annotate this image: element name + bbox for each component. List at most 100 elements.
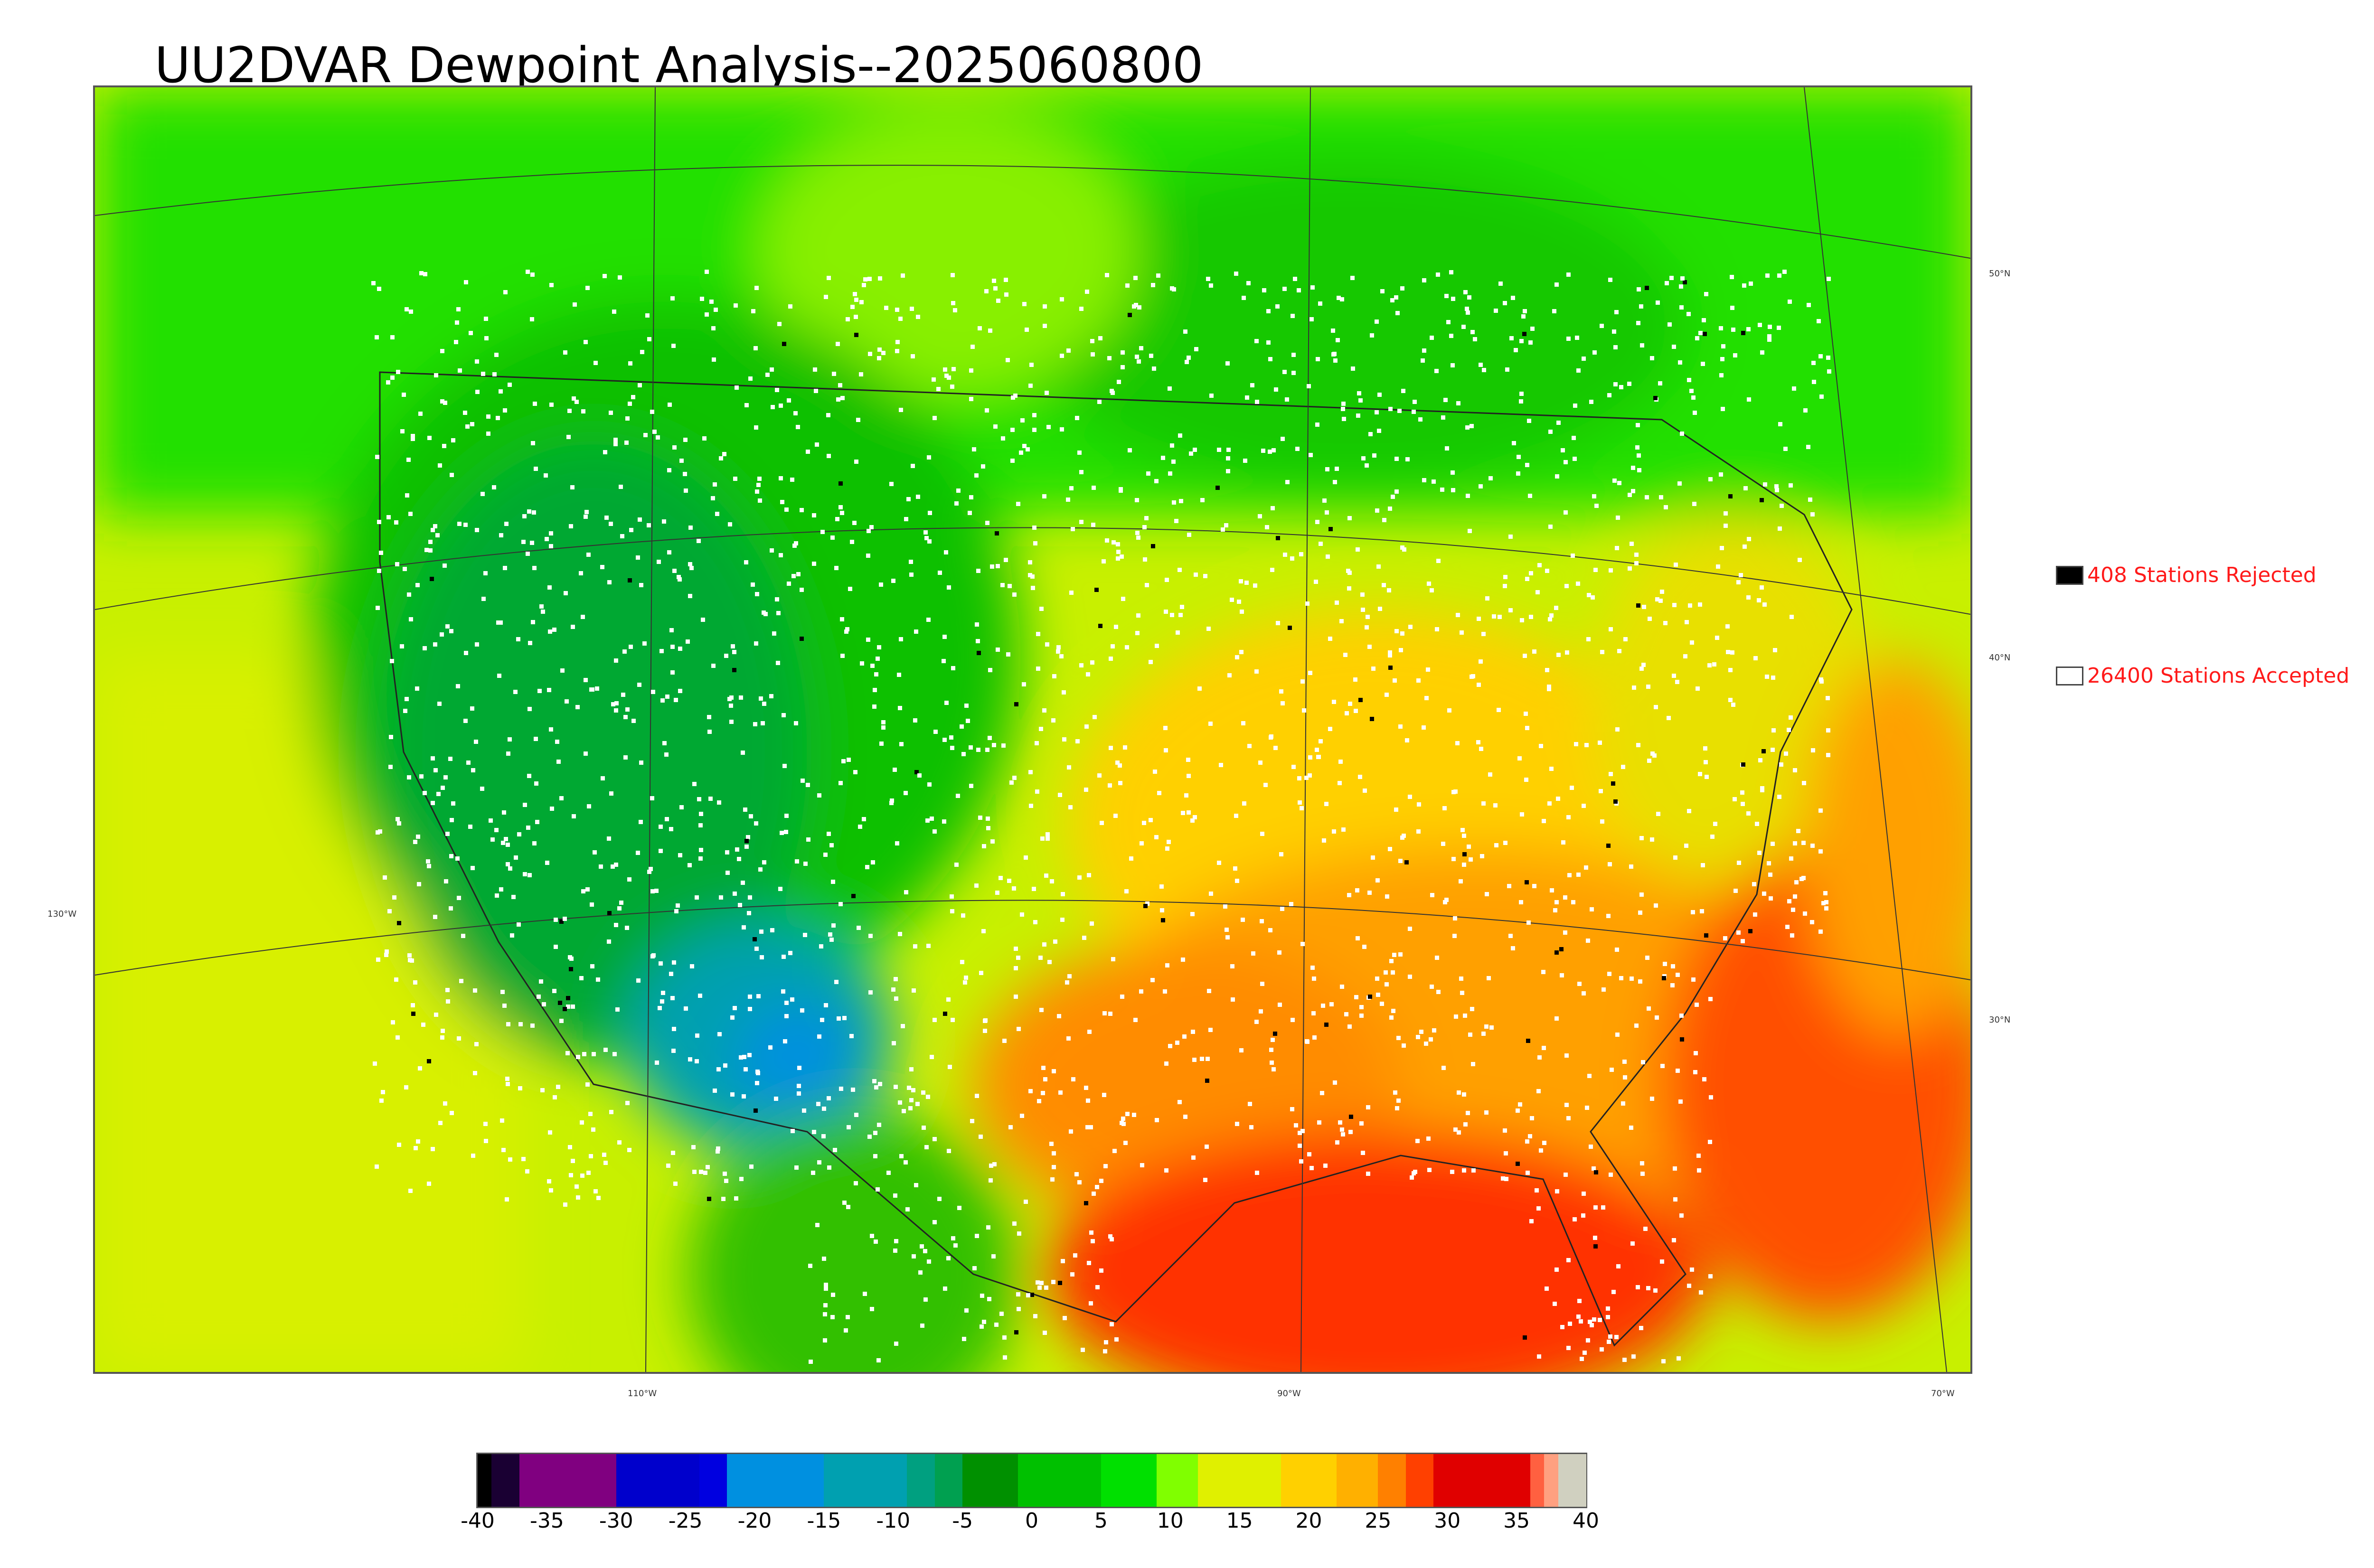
accepted-station <box>840 396 845 400</box>
accepted-station <box>1556 421 1561 425</box>
accepted-station <box>926 944 931 948</box>
accepted-station <box>717 1032 722 1036</box>
accepted-station <box>845 627 849 631</box>
accepted-station <box>876 657 880 661</box>
accepted-station <box>1777 273 1781 278</box>
accepted-station <box>481 372 485 376</box>
accepted-station <box>1319 542 1323 546</box>
accepted-station <box>581 889 585 893</box>
accepted-station <box>1077 451 1082 455</box>
accepted-station <box>1189 451 1193 456</box>
accepted-station <box>1545 1286 1549 1291</box>
accepted-station <box>1467 295 1471 300</box>
colorbar-band <box>1378 1454 1406 1507</box>
accepted-station <box>784 507 789 512</box>
accepted-station <box>465 424 470 429</box>
accepted-station <box>1457 1090 1461 1095</box>
accepted-station <box>1656 812 1660 816</box>
accepted-station <box>1254 669 1259 674</box>
accepted-station <box>569 957 574 961</box>
accepted-station <box>566 435 571 439</box>
accepted-station <box>1746 595 1751 600</box>
accepted-station <box>628 402 632 406</box>
accepted-station <box>982 844 986 848</box>
accepted-station <box>1279 689 1283 694</box>
accepted-station <box>552 628 556 632</box>
accepted-station <box>1121 1117 1125 1121</box>
accepted-station <box>473 1071 477 1075</box>
accepted-station <box>924 536 929 540</box>
accepted-station <box>1089 1125 1093 1129</box>
accepted-station <box>837 1016 841 1021</box>
accepted-station <box>575 1184 579 1189</box>
accepted-station <box>396 370 400 374</box>
accepted-station <box>1020 418 1025 423</box>
accepted-station <box>1028 573 1032 577</box>
accepted-station <box>585 286 590 290</box>
accepted-station <box>1405 738 1409 742</box>
accepted-station <box>1308 773 1312 778</box>
accepted-station <box>1576 873 1581 877</box>
accepted-station <box>1396 1036 1401 1040</box>
accepted-station <box>1061 1259 1065 1263</box>
accepted-station <box>999 1312 1004 1316</box>
accepted-station <box>1399 648 1403 652</box>
accepted-station <box>568 1145 572 1149</box>
accepted-station <box>947 376 951 380</box>
accepted-station <box>1289 902 1293 906</box>
accepted-station <box>1685 620 1689 624</box>
accepted-station <box>1016 956 1020 960</box>
accepted-station <box>1768 873 1772 877</box>
accepted-station <box>1206 277 1210 281</box>
accepted-station <box>403 567 407 571</box>
accepted-station <box>1032 887 1036 891</box>
accepted-station <box>1140 1163 1144 1167</box>
accepted-station <box>456 684 460 688</box>
accepted-station <box>1063 1316 1067 1320</box>
accepted-station <box>427 864 431 868</box>
accepted-station <box>1430 588 1434 592</box>
accepted-station <box>1528 1134 1532 1138</box>
accepted-station <box>985 408 989 413</box>
accepted-station <box>670 645 675 649</box>
accepted-station <box>1451 363 1455 367</box>
accepted-station <box>647 523 651 527</box>
accepted-station <box>1149 660 1153 664</box>
accepted-station <box>1508 608 1513 612</box>
accepted-station <box>1547 685 1551 689</box>
accepted-station <box>761 721 765 725</box>
accepted-station <box>396 817 400 821</box>
accepted-station <box>1658 381 1662 385</box>
accepted-station <box>1447 708 1451 713</box>
accepted-station <box>953 308 957 312</box>
accepted-station <box>625 1101 630 1105</box>
accepted-station <box>1165 963 1169 967</box>
accepted-station <box>1248 1102 1252 1106</box>
accepted-station <box>1075 416 1079 420</box>
rejected-station <box>1653 396 1658 400</box>
accepted-station <box>1553 1302 1557 1306</box>
accepted-station <box>1361 608 1365 612</box>
accepted-station <box>1481 801 1486 806</box>
accepted-station <box>899 637 903 641</box>
accepted-station <box>1471 1062 1475 1066</box>
accepted-station <box>1305 601 1309 606</box>
accepted-station <box>899 1154 904 1158</box>
accepted-station <box>836 342 840 346</box>
accepted-station <box>662 741 667 745</box>
accepted-station <box>827 454 831 458</box>
accepted-station <box>431 1147 435 1151</box>
accepted-station <box>1008 584 1012 588</box>
accepted-station <box>1525 463 1529 467</box>
accepted-station <box>1485 892 1489 896</box>
accepted-station <box>1312 1035 1317 1040</box>
accepted-station <box>1691 395 1696 400</box>
accepted-station <box>1038 956 1043 960</box>
accepted-station <box>523 803 527 807</box>
colorbar-band <box>478 1454 492 1507</box>
accepted-station <box>567 409 572 413</box>
accepted-station <box>1112 540 1116 545</box>
accepted-station <box>1664 505 1668 509</box>
accepted-station <box>1388 650 1392 655</box>
accepted-station <box>1599 789 1603 793</box>
